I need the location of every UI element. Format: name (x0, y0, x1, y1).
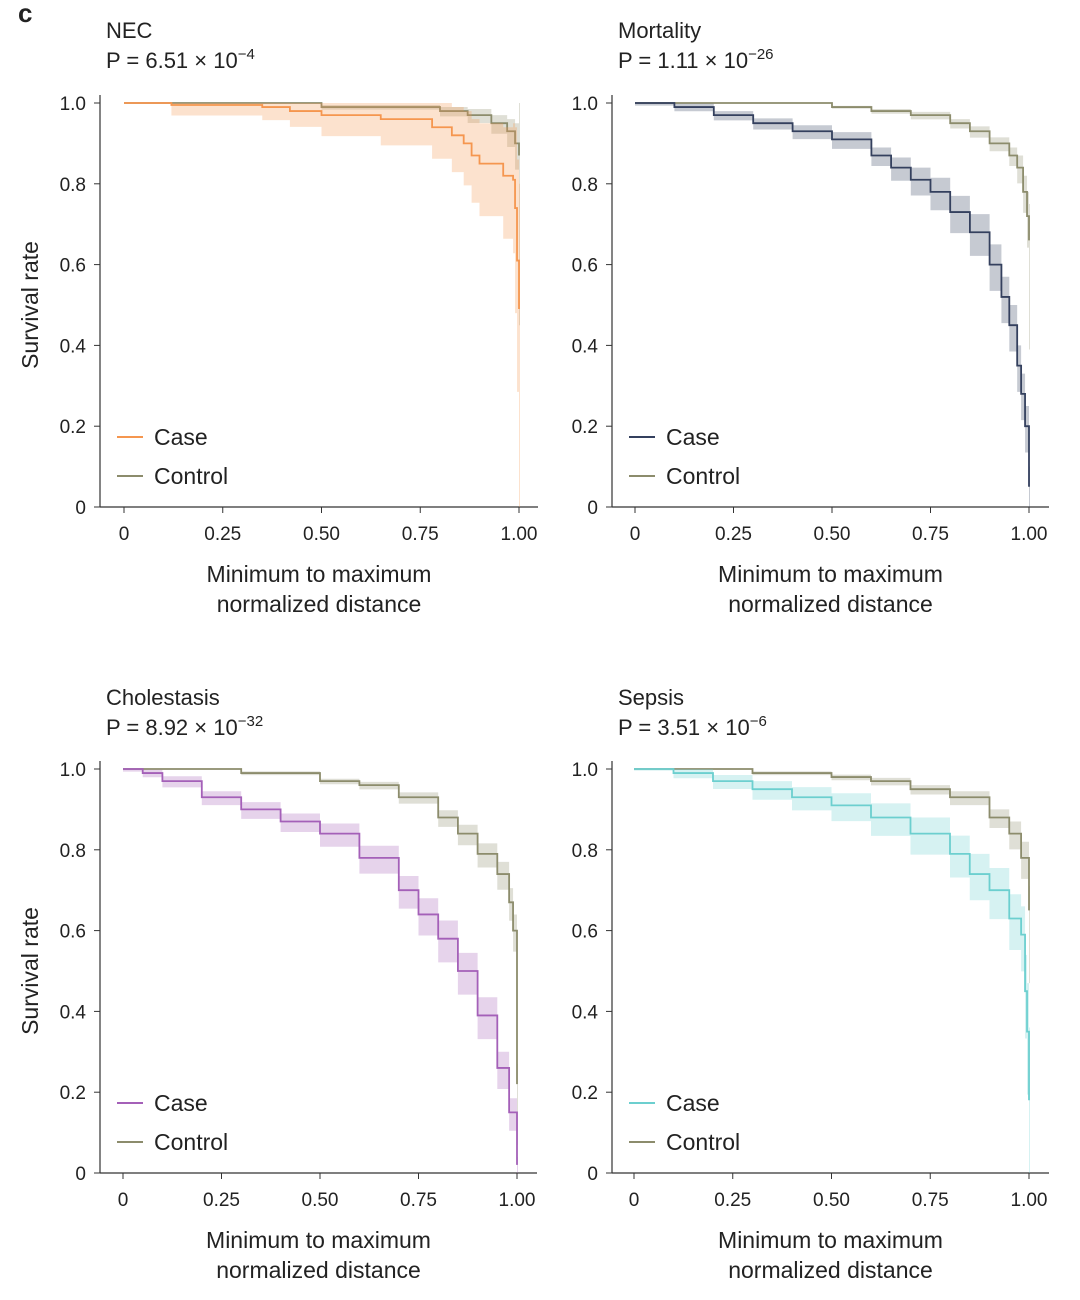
y-tick-label: 0.4 (60, 1002, 87, 1023)
x-tick-label: 0.50 (303, 524, 340, 545)
legend-label-case: Case (666, 1090, 720, 1116)
x-tick-label: 0.50 (814, 524, 851, 545)
x-tick-label: 0.75 (912, 1190, 949, 1211)
x-axis-label-line2: normalized distance (728, 591, 933, 617)
p-value-exponent: −32 (238, 713, 263, 730)
y-tick-label: 0.2 (572, 417, 598, 438)
x-tick-label: 0 (629, 1190, 640, 1211)
y-tick-label: 0 (587, 1164, 598, 1185)
x-tick-label: 0.50 (302, 1190, 339, 1211)
x-axis-label-line2: normalized distance (217, 591, 422, 617)
x-tick-label: 1.00 (499, 1190, 536, 1211)
x-tick-label: 0 (118, 1190, 129, 1211)
y-tick-label: 0.8 (60, 175, 86, 196)
p-value-exponent: −26 (748, 46, 773, 63)
x-tick-label: 0 (630, 524, 641, 545)
x-axis-label-line1: Minimum to maximum (207, 561, 432, 587)
y-tick-label: 0.4 (60, 336, 87, 357)
legend-label-case: Case (154, 1090, 208, 1116)
case-survival-curve (634, 768, 1030, 1101)
y-tick-label: 0.2 (572, 1083, 598, 1104)
case-confidence-band (124, 103, 520, 507)
p-value-text: P = 6.51 × 10 (106, 48, 238, 73)
y-tick-label: 0.6 (572, 256, 598, 277)
y-axis-label: Survival rate (17, 241, 43, 369)
x-axis-label-line1: Minimum to maximum (718, 561, 943, 587)
x-axis-label-line1: Minimum to maximum (718, 1227, 943, 1253)
case-confidence-band (635, 103, 1030, 507)
y-tick-label: 0.6 (60, 256, 86, 277)
x-tick-label: 0.25 (203, 1190, 240, 1211)
p-value: P = 8.92 × 10−32 (106, 713, 263, 740)
control-survival-curve (635, 102, 1030, 241)
case-survival-curve (123, 768, 518, 1165)
legend-label-control: Control (666, 1129, 740, 1155)
x-tick-label: 0.75 (400, 1190, 437, 1211)
p-value: P = 1.11 × 10−26 (618, 46, 774, 73)
p-value-exponent: −6 (750, 713, 767, 730)
y-tick-label: 0.8 (572, 175, 598, 196)
y-tick-label: 0.8 (572, 841, 598, 862)
p-value-text: P = 3.51 × 10 (618, 715, 750, 740)
p-value-exponent: −4 (238, 46, 255, 63)
y-tick-label: 1.0 (60, 760, 86, 781)
x-tick-label: 0.50 (813, 1190, 850, 1211)
panel-title: Sepsis (618, 685, 684, 710)
y-tick-label: 0 (75, 1164, 86, 1185)
y-tick-label: 0 (587, 498, 598, 519)
y-tick-label: 0 (75, 498, 86, 519)
x-axis-label-line2: normalized distance (728, 1257, 933, 1283)
legend-label-case: Case (154, 424, 208, 450)
panel-title: Cholestasis (106, 685, 220, 710)
legend-label-case: Case (666, 424, 720, 450)
x-tick-label: 0.75 (402, 524, 439, 545)
p-value-text: P = 1.11 × 10 (618, 48, 748, 73)
y-tick-label: 1.0 (60, 94, 86, 115)
panel-title: NEC (106, 18, 153, 43)
x-tick-label: 0 (119, 524, 130, 545)
control-survival-curve (634, 768, 1030, 911)
case-survival-curve (635, 102, 1030, 487)
x-tick-label: 1.00 (501, 524, 538, 545)
x-tick-label: 0.25 (204, 524, 241, 545)
y-tick-label: 1.0 (572, 94, 598, 115)
x-axis-label-line1: Minimum to maximum (206, 1227, 431, 1253)
y-tick-label: 0.4 (572, 1002, 599, 1023)
panel-mortality: Mortality P = 1.11 × 10−26 0 0.2 0.4 0.6 0.8 1.… (572, 18, 1049, 617)
legend-label-control: Control (666, 463, 740, 489)
legend-label-control: Control (154, 1129, 228, 1155)
x-tick-label: 1.00 (1011, 1190, 1048, 1211)
p-value-text: P = 8.92 × 10 (106, 715, 238, 740)
y-axis-label: Survival rate (17, 907, 43, 1035)
y-tick-label: 0.2 (60, 417, 86, 438)
p-value: P = 6.51 × 10−4 (106, 46, 255, 73)
y-tick-label: 0.8 (60, 841, 86, 862)
y-tick-label: 0.4 (572, 336, 599, 357)
y-tick-label: 0.2 (60, 1083, 86, 1104)
panel-cholestasis: Cholestasis P = 8.92 × 10−32 0 0.2 0.4 0.6 0.8… (17, 685, 537, 1283)
x-axis-label-line2: normalized distance (216, 1257, 421, 1283)
panel-letter: c (18, 0, 32, 28)
case-survival-curve (124, 102, 520, 310)
p-value: P = 3.51 × 10−6 (618, 713, 767, 740)
control-survival-curve (124, 102, 520, 156)
y-tick-label: 0.6 (572, 922, 598, 943)
legend-label-control: Control (154, 463, 228, 489)
y-tick-label: 0.6 (60, 922, 86, 943)
x-tick-label: 0.25 (714, 1190, 751, 1211)
x-tick-label: 1.00 (1011, 524, 1048, 545)
y-tick-label: 1.0 (572, 760, 598, 781)
x-tick-label: 0.75 (912, 524, 949, 545)
control-survival-curve (123, 768, 518, 1085)
x-tick-label: 0.25 (715, 524, 752, 545)
panel-title: Mortality (618, 18, 701, 43)
